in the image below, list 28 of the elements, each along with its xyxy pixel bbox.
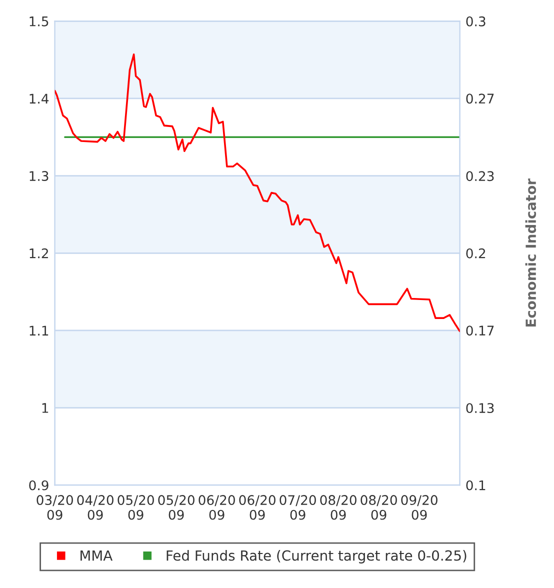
x-tick-label: 03/20 09 — [36, 495, 73, 520]
y2-axis-title: Economic Indicator — [525, 178, 536, 327]
y-tick-label: 1.1 — [30, 326, 48, 336]
y2-tick-label: 0.17 — [466, 326, 494, 336]
y2-tick-label: 0.23 — [466, 171, 494, 182]
x-tick-label: 05/20 09 — [158, 495, 194, 520]
y-tick-label: 1.2 — [30, 248, 48, 258]
x-tick-label: 06/20 09 — [239, 495, 276, 520]
y-tick-label: 1.5 — [30, 16, 48, 26]
line-series — [54, 54, 460, 332]
y2-tick-label: 0.3 — [466, 16, 486, 26]
x-tick-label: 04/20 09 — [77, 495, 114, 520]
y-tick-label: 1.4 — [30, 94, 49, 104]
x-tick-label: 06/20 09 — [198, 495, 235, 520]
y-tick-label: 1.3 — [30, 171, 48, 182]
y2-tick-label: 0.27 — [466, 94, 494, 104]
x-tick-label: 09/20 09 — [401, 495, 438, 520]
x-tick-label: 08/20 09 — [360, 495, 397, 520]
y2-tick-label: 0.1 — [466, 480, 486, 490]
x-tick-label: 08/20 09 — [320, 495, 356, 520]
x-tick-label: 05/20 09 — [118, 495, 154, 520]
y2-tick-label: 0.2 — [466, 248, 486, 258]
legend-label: Fed Funds Rate (Current target rate 0-0.25) — [166, 550, 466, 564]
legend-label: MMA — [80, 550, 113, 561]
y-tick-label: 0.9 — [29, 480, 48, 490]
y2-tick-label: 0.13 — [466, 403, 494, 414]
y-tick-label: 1 — [42, 403, 48, 413]
x-tick-label: 07/20 09 — [280, 495, 316, 520]
